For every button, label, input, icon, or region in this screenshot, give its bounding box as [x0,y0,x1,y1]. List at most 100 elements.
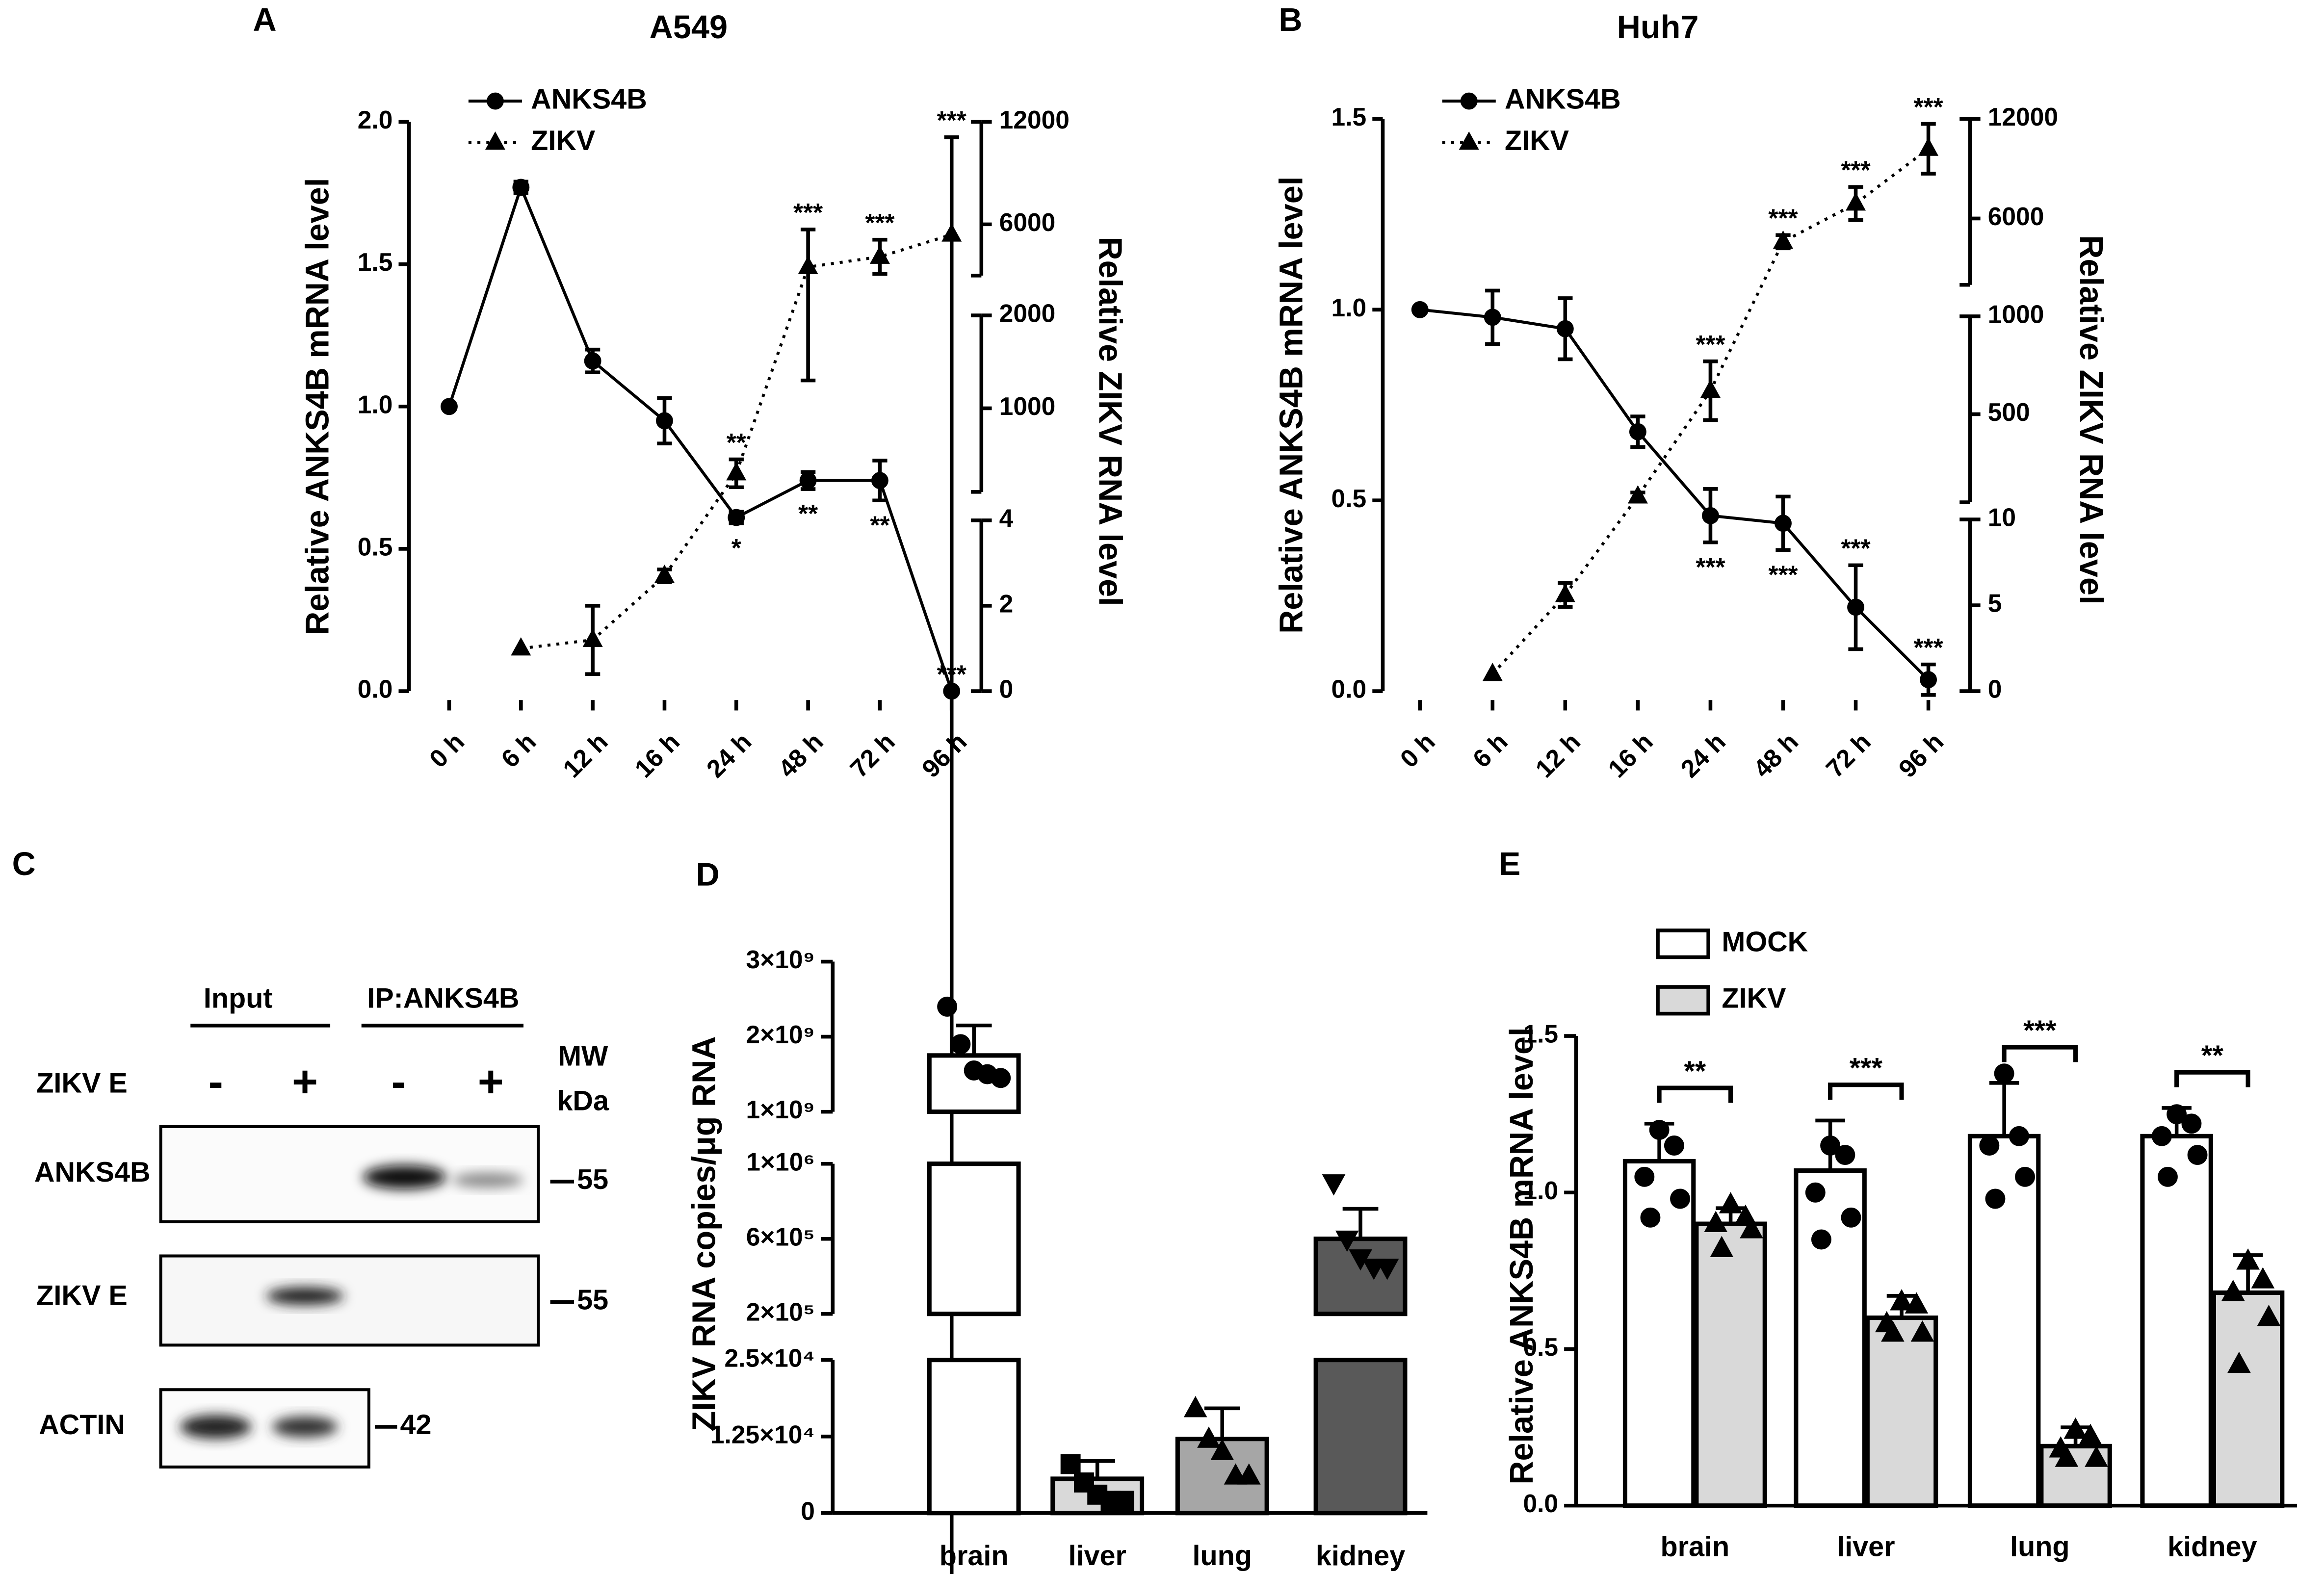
row-label: ZIKV E [36,1280,128,1312]
point [2157,1166,2178,1187]
y2-tick-label: 2000 [999,299,1056,328]
point [1773,230,1794,249]
point [2227,1351,2251,1373]
point [1375,1259,1399,1280]
legend-marker [487,92,504,110]
point [1197,1426,1221,1448]
x-tick-label: brain [940,1540,1009,1572]
bar [927,1358,1021,1516]
y2-tick-label: 1000 [999,392,1056,420]
point [1555,584,1575,602]
band [272,1416,338,1438]
x-tick-label: 24 h [1675,727,1731,783]
y2-tick-label: 10 [1988,503,2016,532]
mw-value: 55 [577,1285,608,1316]
point [2055,1445,2079,1467]
point [1237,1463,1261,1485]
point [2251,1267,2275,1289]
y-tick-label: 2×10⁹ [746,1020,814,1049]
point [584,352,601,370]
point [1918,137,1939,156]
x-tick-label: kidney [2167,1531,2257,1563]
row-label: ANKS4B [34,1157,151,1188]
point [798,256,818,274]
x-tick-label: lung [2010,1531,2069,1563]
point [1775,515,1792,532]
y2-tick-label: 1000 [1988,300,2044,329]
point [2085,1445,2108,1467]
y-tick-label: 0.0 [1332,675,1367,703]
point [1411,301,1429,318]
group-label: Input [204,983,273,1014]
x-tick-label: 6 h [496,727,542,773]
significance: ** [2201,1040,2223,1071]
band [266,1287,344,1305]
point [2063,1417,2088,1439]
point [1640,1207,1661,1228]
point [2236,1248,2260,1270]
point [1847,598,1864,616]
panel-label: E [1499,846,1520,882]
y-tick-label: 1.0 [1332,293,1367,322]
y-tick-label: 1×10⁹ [746,1095,814,1124]
band [180,1415,252,1439]
point [2015,1166,2035,1187]
point [950,1034,971,1055]
significance: *** [1914,633,1943,662]
legend-label: MOCK [1722,926,1808,957]
point [1841,1207,1861,1228]
y2-tick-label: 2 [999,590,1014,618]
y2-axis-label: Relative ZIKV RNA level [2073,235,2109,604]
significance: * [731,534,741,562]
y-tick-label: 1.5 [358,248,393,276]
significance-bracket [1828,1083,1904,1100]
series-line [447,183,953,692]
point [582,628,603,647]
significance: *** [865,208,894,237]
point [871,472,888,490]
point [726,462,747,481]
point [1890,1289,1913,1311]
point [1335,1230,1359,1252]
y-tick-label: 1.25×10⁴ [710,1420,815,1448]
bar [1967,1134,2041,1508]
point [1985,1188,2006,1209]
point [1629,423,1646,440]
bar [1865,1316,1938,1508]
point [1710,1236,1734,1257]
point [2221,1279,2245,1301]
y2-tick-label: 6000 [1988,202,2044,231]
point [1627,485,1648,504]
chart-title: Huh7 [1617,9,1699,46]
mw-value: 55 [577,1164,608,1195]
y-axis-label: Relative ANKS4B mRNA level [299,178,336,635]
y2-tick-label: 12000 [999,105,1070,134]
point [991,1068,1011,1088]
x-tick-label: brain [1660,1531,1729,1563]
significance: *** [1841,534,1870,563]
point [1702,507,1719,524]
bar [927,1161,1021,1316]
legend-swatch [1656,985,1710,1016]
point [511,637,531,656]
legend-marker [1459,131,1479,150]
point [1979,1135,2000,1156]
lane-label: + [478,1057,504,1107]
band [452,1172,524,1188]
point [441,398,458,415]
x-tick-label: lung [1192,1540,1252,1572]
y-tick-label: 1.5 [1523,1020,1558,1048]
condition-label: ZIKV E [36,1067,128,1099]
bar [2140,1134,2213,1508]
point [1114,1491,1134,1511]
legend-label: ZIKV [1722,983,1786,1014]
significance: *** [2023,1015,2057,1046]
y-tick-label: 1×10⁶ [746,1147,815,1176]
point [1846,192,1866,211]
x-tick-label: 16 h [1602,727,1658,783]
y-tick-label: 0.5 [1523,1333,1558,1361]
significance: *** [1696,553,1725,581]
y-tick-label: 1.5 [1332,103,1367,131]
point [1910,1320,1934,1342]
